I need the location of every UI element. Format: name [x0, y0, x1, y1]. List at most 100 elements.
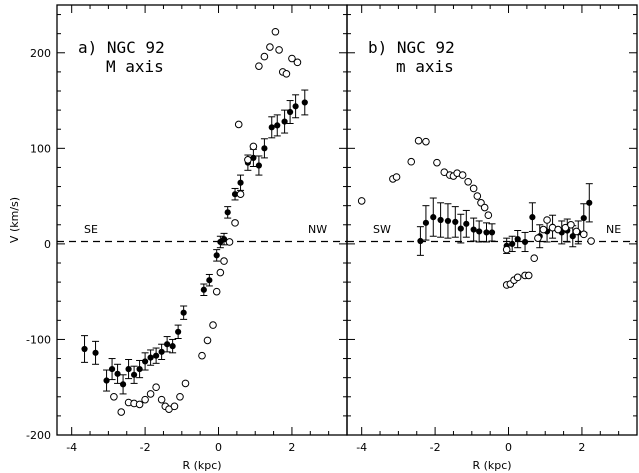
panel-a-x-tick-label: -2 — [140, 441, 151, 454]
panel-a-filled-point — [130, 365, 138, 384]
panel-b-x-tick-label: 0 — [505, 441, 512, 454]
panel-b-open-point — [414, 136, 423, 145]
panel-a-filled-point — [260, 138, 268, 159]
panel-b-open-point — [539, 225, 548, 234]
panel-a-x-axis-title: R (kpc) — [182, 459, 221, 472]
panel-a-open-point — [117, 408, 126, 416]
panel-a-open-point — [231, 219, 239, 227]
panel-a-open-point — [236, 190, 245, 198]
panel-a-filled-point — [103, 369, 111, 392]
panel-b-filled-point — [508, 235, 516, 253]
panel-b-open-point — [464, 177, 472, 186]
panel-a-open-point — [288, 54, 296, 63]
panel-b-x-axis-title: R (kpc) — [472, 459, 511, 472]
panel-b-open-point — [433, 158, 441, 167]
panel-a-filled-point — [231, 187, 239, 201]
panel-a-open-point — [260, 52, 269, 61]
panel-a-y-tick-label: -200 — [26, 429, 51, 442]
panel-a-filled-point — [108, 358, 116, 381]
panel-a-filled-point — [273, 114, 281, 137]
panel-b-x-tick-label: -2 — [430, 441, 441, 454]
panel-a-filled-point — [255, 155, 263, 176]
panel-a-open-point — [244, 156, 252, 164]
panel-b-filled-point — [580, 203, 588, 233]
panel-a-filled-point — [301, 89, 309, 116]
panel-a-open-point — [212, 287, 221, 296]
panel-a-open-point — [170, 402, 179, 411]
panel-a-filled-point — [125, 359, 133, 380]
panel-a-filled-point — [114, 363, 122, 384]
panel-b-open-point — [392, 173, 401, 181]
panel-b-filled-point — [437, 202, 445, 238]
panel-a-x-tick-label: 2 — [288, 441, 295, 454]
panel-a-filled-point — [180, 305, 188, 320]
panel-b-filled-point — [416, 226, 424, 256]
panel-a-open-point — [220, 257, 228, 265]
panel-a-filled-point — [237, 174, 245, 191]
panel-a-filled-point — [136, 359, 144, 379]
panel-b-filled-point — [457, 213, 465, 244]
panel-a-x-tick-label: 0 — [215, 441, 222, 454]
panel-b-filled-point — [422, 205, 430, 241]
panel-a-filled-point — [119, 374, 127, 395]
panel-b-filled-point — [462, 209, 470, 238]
panel-a-filled-point — [205, 273, 213, 287]
panel-a-open-point — [275, 46, 283, 54]
panel-b-open-point — [524, 271, 533, 280]
panel-a-filled-point — [141, 352, 149, 371]
panel-a-open-point — [198, 351, 206, 360]
panel-a-filled-point — [158, 343, 166, 361]
panel-a-open-point — [282, 70, 291, 78]
panel-a-y-ticks: -200 -100 0 100 200 — [26, 14, 347, 442]
panel-a-filled-point — [213, 249, 221, 262]
panel-b-filled-point — [444, 203, 452, 239]
panel-b-frame — [346, 4, 638, 436]
panel-b-y-ticks — [347, 14, 637, 436]
panel-b-filled-point — [451, 206, 459, 238]
panel-b-filled-point — [488, 223, 496, 242]
panel-a-open-point — [293, 58, 302, 67]
panel-b-title-line1: b) NGC 92 — [368, 38, 455, 57]
panel-b-open-point — [422, 137, 430, 146]
panel-a-open-point — [135, 400, 144, 409]
panel-b-open-point — [534, 234, 542, 242]
panel-a-filled-point — [224, 206, 232, 219]
panel-b-x-tick-label: 2 — [578, 441, 585, 454]
panel-b-open-point — [469, 184, 478, 193]
panel-b-open-point — [513, 273, 522, 282]
panel-a-open-point — [266, 43, 274, 51]
panel-a-open-point — [216, 268, 225, 277]
panel-a-filled-point — [169, 338, 177, 354]
panel-a-filled-point — [281, 109, 289, 134]
panel-a-filled-point — [163, 336, 171, 353]
panel-b-open-point — [543, 216, 551, 224]
panel-a-filled-point — [292, 94, 300, 119]
panel-a-filled-point — [268, 116, 276, 139]
panel-a-filled-point — [147, 349, 155, 366]
panel-a-open-point — [110, 392, 118, 401]
panel-a-open-point — [255, 62, 263, 70]
panel-b-filled-point — [528, 202, 536, 232]
panel-a-left-label: SE — [84, 223, 98, 236]
panel-a-x-ticks: -4 -2 0 2 — [66, 5, 348, 454]
panel-b-open-point — [480, 203, 489, 212]
panel-a-open-point — [225, 238, 234, 246]
panel-a-open-point — [203, 336, 212, 345]
panel-a-y-tick-label: 100 — [30, 142, 51, 155]
panel-b-left-label: SW — [373, 223, 391, 236]
panel-b-open-point — [572, 227, 581, 236]
panel-b-filled-point — [482, 222, 490, 243]
panel-a-open-point — [209, 321, 217, 329]
panel-a-y-tick-label: 200 — [30, 47, 51, 60]
panel-a-open-point — [176, 392, 184, 401]
panel-a-y-tick-label: -100 — [26, 333, 51, 346]
panel-b-filled-point — [521, 231, 529, 253]
panel-b-open-point — [530, 254, 539, 263]
panel-b-open-point — [587, 237, 595, 245]
panel-a-open-point — [157, 395, 166, 404]
panel-a-x-tick-label: -4 — [66, 441, 77, 454]
panel-b-title-line2: m axis — [396, 57, 454, 76]
panel-b-filled-point — [585, 183, 593, 223]
panel-b-x-ticks: -4 -2 0 2 — [356, 5, 638, 454]
panel-b-right-label: NE — [606, 223, 621, 236]
